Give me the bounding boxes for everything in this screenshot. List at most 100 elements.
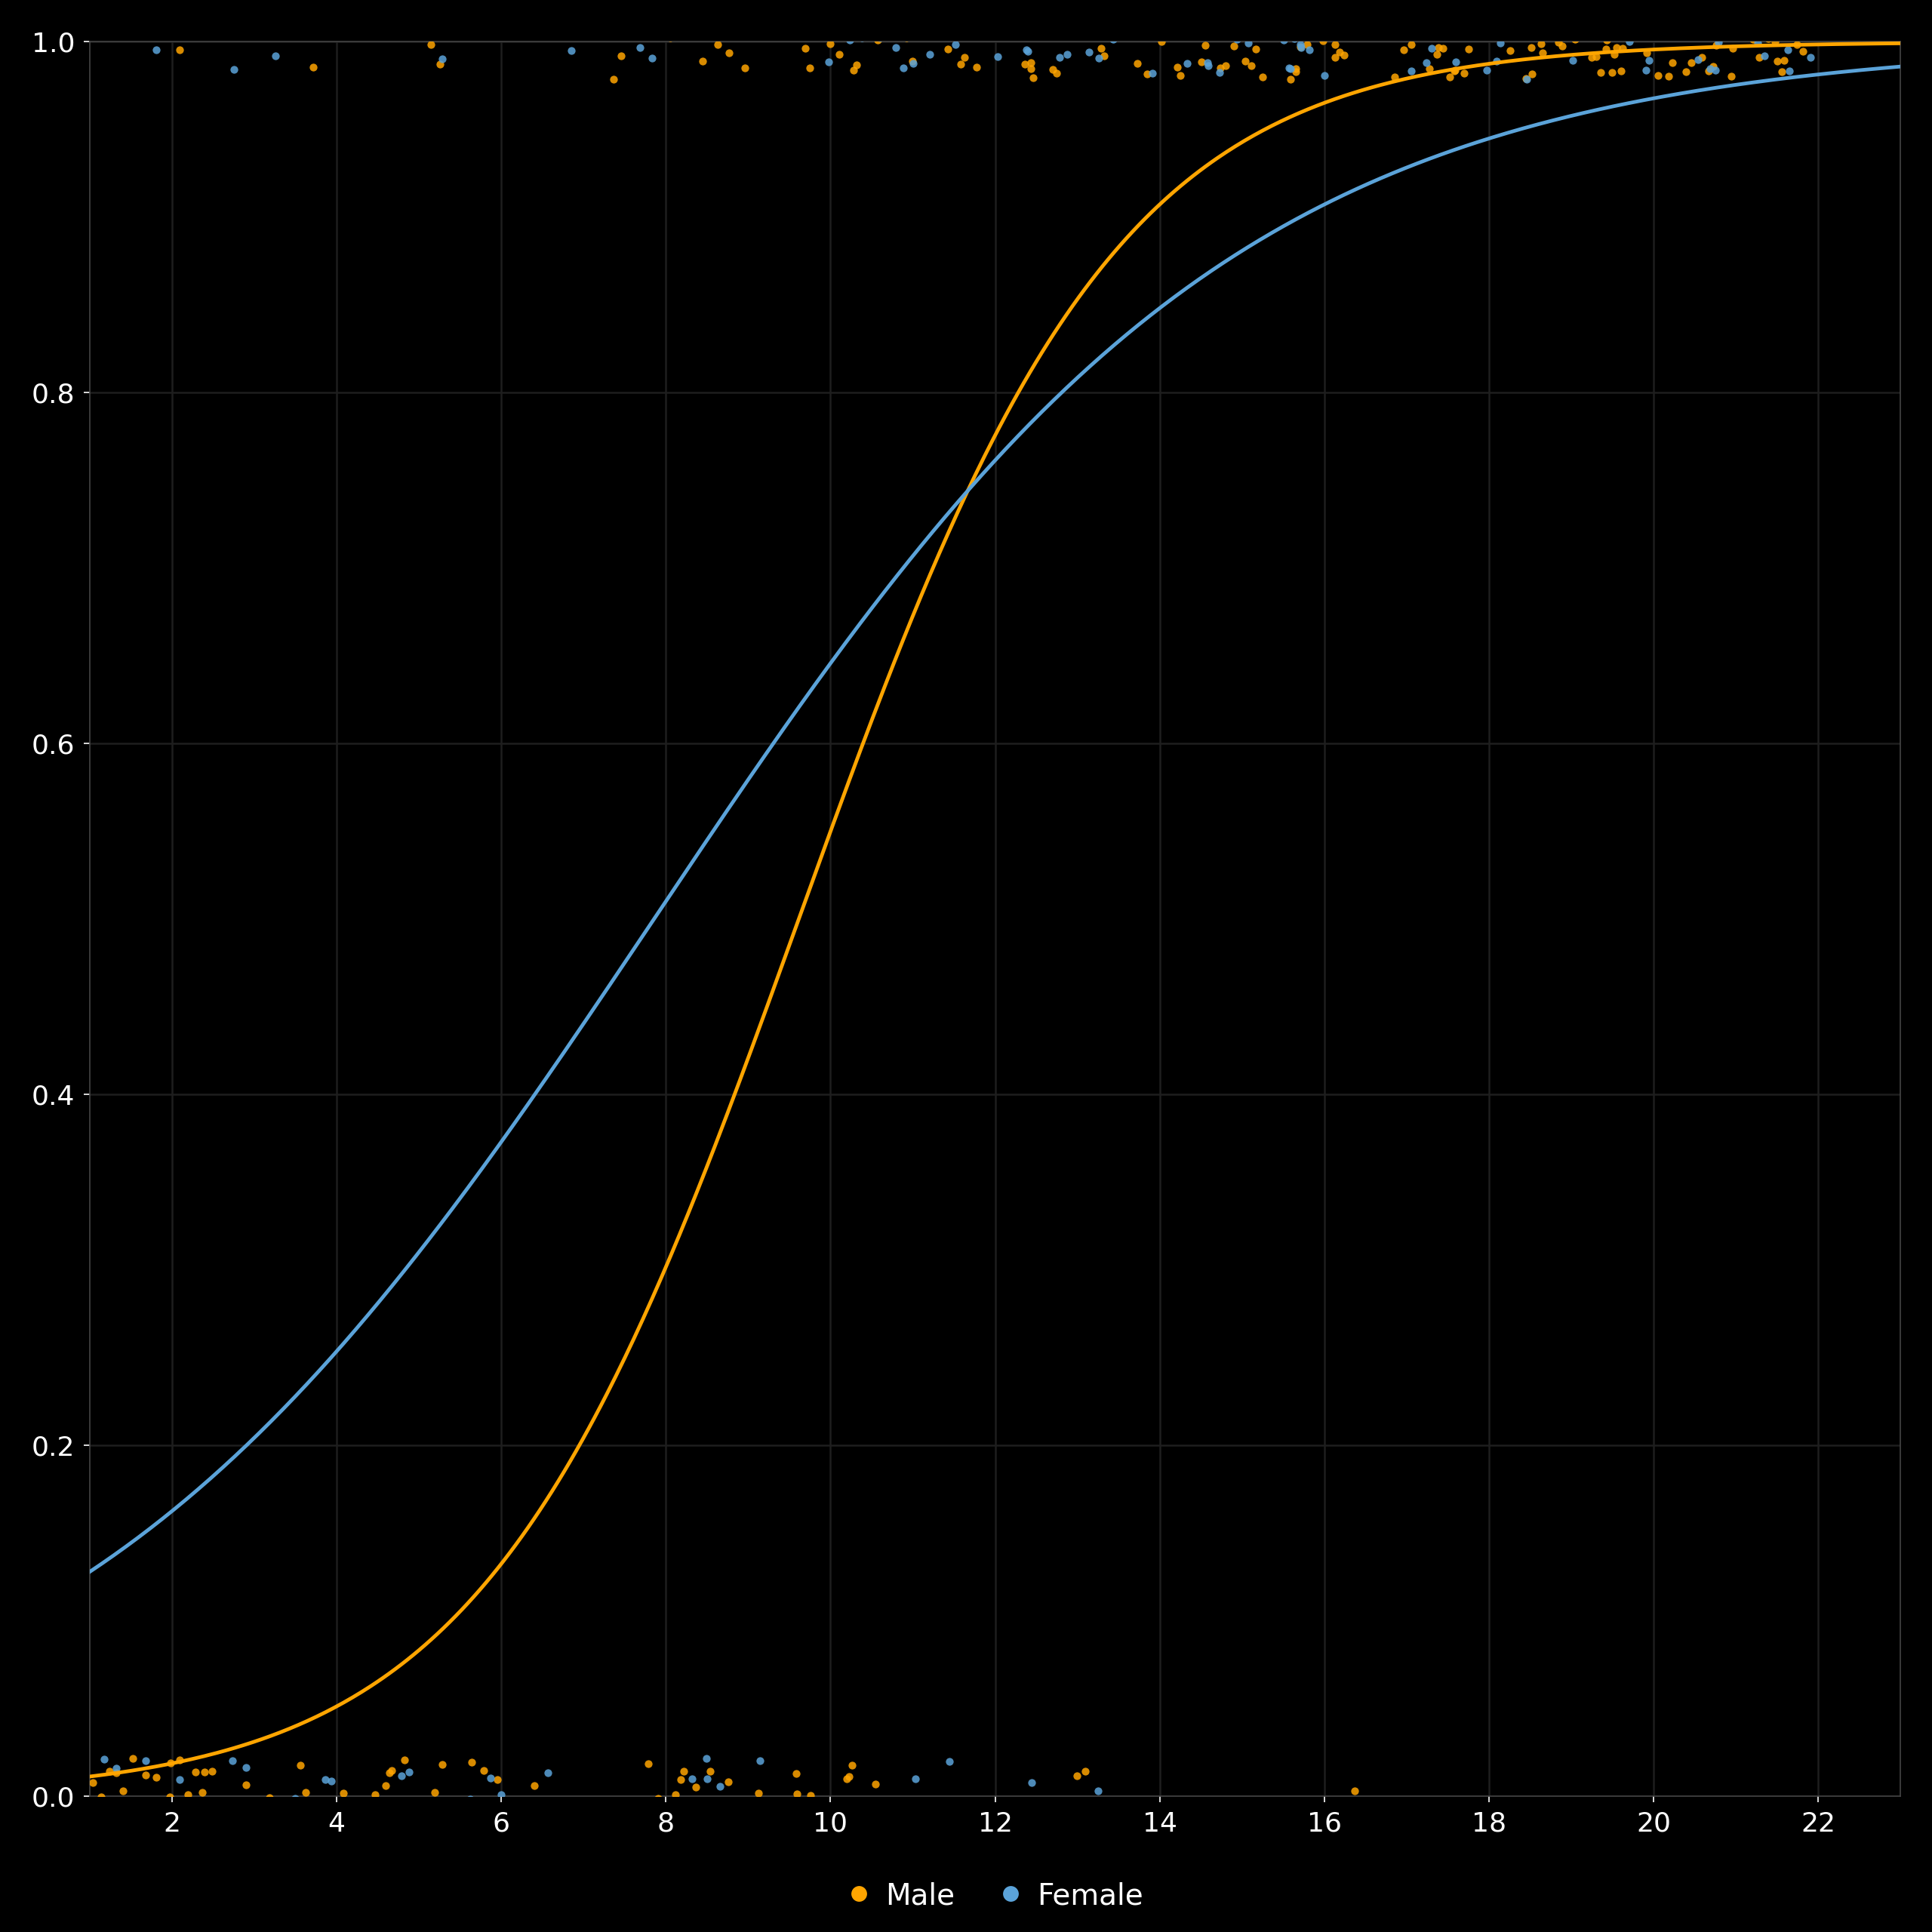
Point (1281, 52, 1312, 83)
Point (116, 1816, 147, 1847)
Point (1555, 0, 1586, 31)
Point (1752, 23, 1783, 54)
Point (719, 15, 750, 46)
Point (1281, 56, 1312, 87)
Point (187, 1777, 218, 1808)
Point (1310, 60, 1341, 91)
Point (1090, 10, 1121, 41)
Point (141, 1762, 172, 1793)
Point (752, 1793, 782, 1824)
Point (1781, 29, 1812, 60)
Point (690, 14, 721, 44)
Point (1453, 33, 1484, 64)
Point (1186, 8, 1217, 39)
Point (1602, 0, 1633, 19)
Point (873, 0, 904, 19)
Point (1515, 33, 1546, 64)
Point (1737, 23, 1768, 54)
Point (1275, 54, 1306, 85)
Point (1634, 44, 1665, 75)
Point (1567, 0, 1598, 21)
Point (1233, 0, 1264, 19)
Point (1743, 27, 1774, 58)
Point (419, 1777, 450, 1808)
Point (1441, 0, 1472, 21)
Point (1005, 10, 1036, 41)
Point (1439, 56, 1470, 87)
Point (1115, 4, 1146, 35)
Point (1754, 0, 1785, 29)
Point (1685, 0, 1716, 23)
Point (1275, 8, 1306, 39)
Point (1283, 0, 1314, 31)
Point (1685, 0, 1716, 29)
Point (835, 17, 866, 48)
Point (624, 33, 655, 64)
Point (1138, 58, 1169, 89)
Point (388, 1745, 419, 1776)
Point (873, 6, 904, 37)
Point (622, 12, 653, 43)
Point (703, 29, 734, 60)
Point (456, 1747, 487, 1777)
Point (100, 1752, 131, 1783)
Point (1519, 2, 1549, 33)
Point (1660, 0, 1690, 19)
Point (1209, 50, 1240, 81)
Point (974, 12, 1005, 43)
Point (1698, 50, 1729, 81)
Point (1173, 19, 1204, 50)
Point (120, 1801, 151, 1832)
Point (394, 1756, 425, 1787)
Point (1186, 46, 1217, 77)
Point (1148, 0, 1179, 23)
Point (1795, 0, 1826, 19)
Point (1439, 46, 1470, 77)
Point (1434, 62, 1464, 93)
Point (1014, 0, 1045, 23)
Point (1540, 0, 1571, 25)
Point (537, 15, 568, 46)
Point (87, 1781, 118, 1812)
Point (216, 1745, 247, 1776)
Point (189, 1756, 220, 1787)
Point (1692, 56, 1723, 87)
Point (1221, 23, 1252, 54)
Point (1121, 6, 1151, 37)
Point (1716, 60, 1747, 91)
Point (1113, 1804, 1144, 1835)
Point (661, 1779, 692, 1810)
Point (180, 1812, 211, 1843)
Point (945, 1814, 976, 1845)
Point (261, 1814, 292, 1845)
Point (991, 0, 1022, 31)
Point (1725, 4, 1756, 35)
Point (1692, 0, 1723, 21)
Point (545, 1797, 576, 1828)
Point (1320, 29, 1350, 60)
Point (1051, 39, 1082, 70)
Point (1260, 0, 1291, 31)
Point (1424, 31, 1455, 62)
Point (1308, 25, 1339, 56)
Point (1167, 19, 1198, 50)
Point (1451, 0, 1482, 27)
Point (838, 54, 869, 85)
Point (174, 1806, 205, 1837)
Point (77, 1768, 108, 1799)
Point (1671, 56, 1702, 87)
Point (479, 0, 510, 31)
Point (145, 1791, 176, 1822)
Point (1144, 19, 1175, 50)
Point (1733, 6, 1764, 37)
Point (1350, 4, 1381, 35)
Point (1410, 17, 1441, 48)
Point (1422, 39, 1453, 70)
Point (941, 29, 972, 60)
Point (860, 1768, 891, 1799)
Point (900, 1764, 931, 1795)
Point (960, 52, 991, 83)
Point (1244, 2, 1275, 33)
Point (667, 1808, 697, 1839)
Point (1356, 10, 1387, 41)
